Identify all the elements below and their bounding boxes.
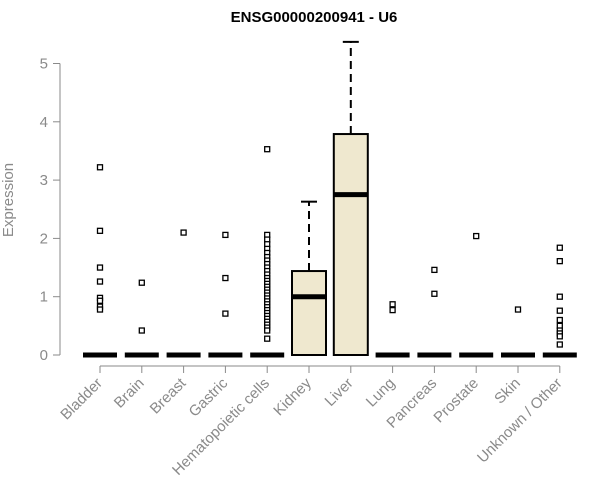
outlier-point <box>138 279 145 286</box>
box-group <box>459 232 494 358</box>
outlier-point <box>264 327 271 334</box>
box-group <box>291 200 327 357</box>
outlier-point <box>138 327 145 334</box>
outlier-point <box>264 146 271 153</box>
y-tick-label: 4 <box>40 114 48 131</box>
outlier-point <box>180 229 187 236</box>
outlier-point <box>222 310 229 317</box>
y-tick-label: 2 <box>40 230 48 247</box>
outlier-point <box>556 341 563 348</box>
outlier-point <box>96 264 104 271</box>
outlier-point <box>96 227 104 234</box>
outlier-point <box>473 232 480 240</box>
outlier-point <box>96 297 104 304</box>
outlier-point <box>389 301 396 308</box>
outlier-point <box>556 316 563 324</box>
outlier-point <box>431 266 438 274</box>
box <box>332 133 369 356</box>
x-tick-label: Breast <box>147 374 190 417</box>
box-group <box>208 231 243 358</box>
outlier-point <box>222 274 229 282</box>
x-tick-label: Prostate <box>430 375 482 427</box>
outlier-point <box>556 244 563 251</box>
y-tick-label: 5 <box>40 56 48 73</box>
outlier-point <box>222 231 229 239</box>
box-group <box>332 40 369 356</box>
box-group <box>542 244 577 358</box>
outlier-point <box>96 278 104 285</box>
outlier-point <box>556 307 563 314</box>
outlier-point <box>264 335 271 342</box>
outlier-point <box>431 290 438 297</box>
y-tick-label: 1 <box>40 289 48 306</box>
box-group <box>375 301 410 358</box>
x-tick-label: Liver <box>322 375 357 410</box>
x-tick-label: Kidney <box>270 374 315 419</box>
box-group <box>501 306 535 358</box>
y-axis-label: Expression <box>0 163 17 237</box>
outlier-point <box>514 306 522 313</box>
x-tick-label: Lung <box>363 375 399 411</box>
x-tick-label: Skin <box>491 375 524 408</box>
x-tick-label: Bladder <box>57 375 106 424</box>
outlier-point <box>556 293 563 300</box>
plot-area <box>83 40 577 358</box>
box-group <box>83 164 117 358</box>
chart-title: ENSG00000200941 - U6 <box>231 9 398 26</box>
box-group <box>124 279 159 358</box>
y-tick-label: 3 <box>40 172 48 189</box>
outlier-point <box>96 306 104 313</box>
box-group <box>166 229 201 358</box>
box-group <box>250 146 285 358</box>
outlier-point <box>556 257 563 265</box>
x-tick-label: Brain <box>111 375 148 412</box>
outlier-point <box>96 164 104 171</box>
outlier-point <box>556 333 563 340</box>
y-axis: 0 1 2 3 4 5 <box>40 56 61 364</box>
y-tick-label: 0 <box>40 347 48 364</box>
box <box>291 270 327 357</box>
box-group <box>417 266 452 358</box>
outlier-point <box>389 306 396 314</box>
